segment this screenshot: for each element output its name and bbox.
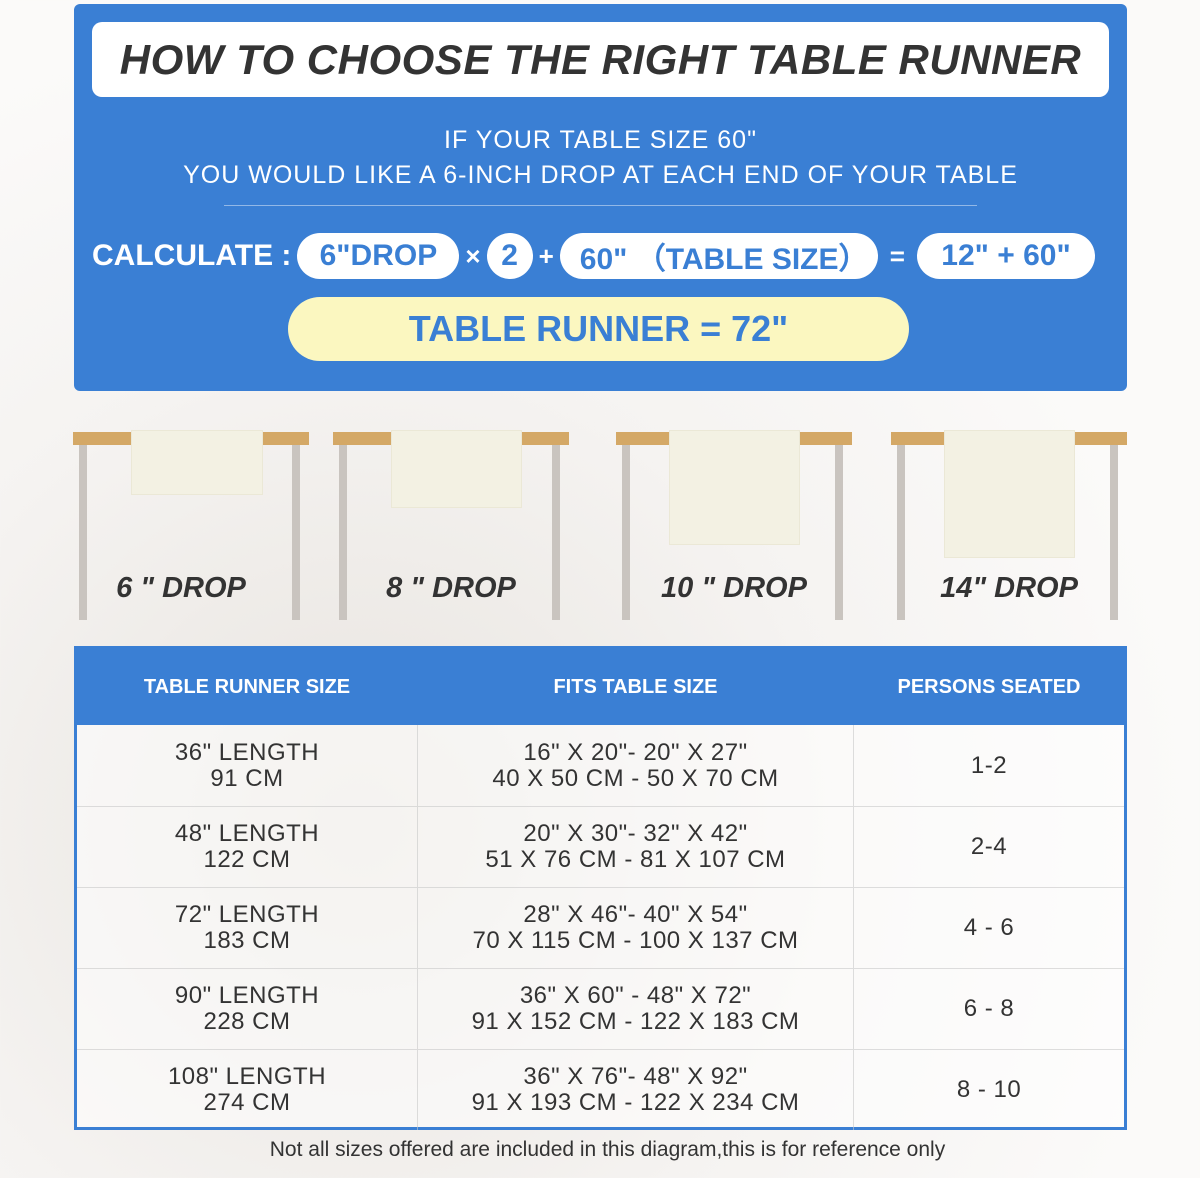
runner-size-cell-text: 122 CM — [203, 846, 291, 873]
fits-size-cell-text: 28" X 46"- 40" X 54" — [523, 901, 748, 928]
runner-icon — [391, 430, 522, 508]
table-leg — [622, 445, 630, 620]
persons-cell: 1-2 — [854, 725, 1124, 806]
divider — [224, 205, 977, 206]
table-body: 36" LENGTH 91 CM 16" X 20"- 20" X 27" 40 X … — [77, 725, 1124, 1130]
times-sign: × — [465, 240, 481, 271]
runner-size-cell: 90" LENGTH 228 CM — [77, 969, 417, 1049]
table-leg — [339, 445, 347, 620]
header-fits-table-size: FITS TABLE SIZE — [553, 675, 718, 698]
page-title: HOW TO CHOOSE THE RIGHT TABLE RUNNER — [92, 22, 1109, 97]
result-pill: TABLE RUNNER = 72" — [288, 297, 909, 361]
table-row: 36" LENGTH 91 CM 16" X 20"- 20" X 27" 40 X … — [77, 725, 1124, 806]
plus-sign: + — [538, 240, 554, 271]
fits-size-cell-text: 36" X 76"- 48" X 92" — [523, 1063, 748, 1090]
persons-cell: 6 - 8 — [854, 969, 1124, 1049]
drop-illustration: 14" DROP — [891, 430, 1127, 622]
runner-icon — [944, 430, 1075, 558]
fits-size-cell: 20" X 30"- 32" X 42" 51 X 76 CM - 81 X 10… — [417, 807, 854, 887]
table-row: 90" LENGTH 228 CM 36" X 60" - 48" X 72" 91 … — [77, 968, 1124, 1049]
persons-cell-text: 4 - 6 — [963, 914, 1015, 941]
runner-size-cell-text: 274 CM — [203, 1089, 291, 1116]
drop-label: 10 " DROP — [661, 572, 807, 604]
table-leg — [552, 445, 560, 620]
fits-size-cell-text: 91 X 193 CM - 122 X 234 CM — [471, 1089, 800, 1116]
fits-size-cell-text: 20" X 30"- 32" X 42" — [523, 820, 748, 847]
fits-size-cell-text: 70 X 115 CM - 100 X 137 CM — [472, 927, 799, 954]
drop-illustration: 10 " DROP — [616, 430, 852, 622]
drop-illustration: 8 " DROP — [333, 430, 569, 622]
table-leg — [1110, 445, 1118, 620]
drop-label: 14" DROP — [940, 572, 1078, 604]
runner-size-cell-text: 228 CM — [203, 1008, 291, 1035]
runner-size-cell-text: 72" LENGTH — [174, 901, 320, 928]
size-table: TABLE RUNNER SIZE FITS TABLE SIZE PERSON… — [74, 646, 1127, 1130]
persons-cell-text: 2-4 — [970, 833, 1008, 860]
intro-line-1: IF YOUR TABLE SIZE 60" — [444, 126, 757, 154]
calculation-panel: HOW TO CHOOSE THE RIGHT TABLE RUNNER IF … — [74, 4, 1127, 391]
runner-size-cell: 72" LENGTH 183 CM — [77, 888, 417, 968]
table-size-pill: 60" （TABLE SIZE） — [559, 233, 878, 279]
fits-size-cell-text: 16" X 20"- 20" X 27" — [523, 738, 748, 766]
table-row: 108" LENGTH 274 CM 36" X 76"- 48" X 92" 91 … — [77, 1049, 1124, 1130]
header-persons-seated: PERSONS SEATED — [897, 675, 1081, 698]
fits-size-cell: 16" X 20"- 20" X 27" 40 X 50 CM - 50 X 70… — [417, 725, 854, 806]
equals-sign: = — [889, 240, 905, 271]
persons-cell: 8 - 10 — [854, 1050, 1124, 1130]
fits-size-cell-text: 36" X 60" - 48" X 72" — [519, 982, 752, 1009]
table-row: 48" LENGTH 122 CM 20" X 30"- 32" X 42" 51 X… — [77, 806, 1124, 887]
fits-size-cell-text: 91 X 152 CM - 122 X 183 CM — [471, 1008, 800, 1035]
table-row: 72" LENGTH 183 CM 28" X 46"- 40" X 54" 70 X… — [77, 887, 1124, 968]
runner-size-cell-text: 36" LENGTH — [174, 738, 320, 766]
footnote: Not all sizes offered are included in th… — [269, 1138, 946, 1161]
persons-cell-text: 1-2 — [970, 751, 1008, 779]
drop-label: 8 " DROP — [386, 572, 516, 604]
calculate-label: CALCULATE : — [92, 239, 292, 272]
fits-size-cell-text: 40 X 50 CM - 50 X 70 CM — [492, 764, 779, 792]
runner-size-cell: 36" LENGTH 91 CM — [77, 725, 417, 806]
table-leg — [897, 445, 905, 620]
fits-size-cell-text: 51 X 76 CM - 81 X 107 CM — [485, 846, 786, 873]
table-leg — [835, 445, 843, 620]
runner-size-cell-text: 90" LENGTH — [174, 982, 320, 1009]
table-leg — [79, 445, 87, 620]
intro-line-2: YOU WOULD LIKE A 6-INCH DROP AT EACH END… — [183, 161, 1018, 189]
runner-size-cell-text: 91 CM — [210, 764, 284, 792]
multiplier-pill: 2 — [486, 233, 533, 279]
fits-size-cell: 28" X 46"- 40" X 54" 70 X 115 CM - 100 X … — [417, 888, 854, 968]
fits-size-cell: 36" X 60" - 48" X 72" 91 X 152 CM - 122 X… — [417, 969, 854, 1049]
persons-cell-text: 6 - 8 — [963, 995, 1015, 1022]
calculation-row: CALCULATE : 6"DROP × 2 + 60" （TABLE SIZE… — [92, 232, 1095, 280]
runner-size-cell: 48" LENGTH 122 CM — [77, 807, 417, 887]
sum-pill: 12" + 60" — [916, 233, 1095, 279]
runner-size-cell: 108" LENGTH 274 CM — [77, 1050, 417, 1130]
runner-size-cell-text: 183 CM — [203, 927, 291, 954]
table-header: TABLE RUNNER SIZE FITS TABLE SIZE PERSON… — [77, 649, 1124, 725]
persons-cell: 4 - 6 — [854, 888, 1124, 968]
runner-size-cell-text: 48" LENGTH — [174, 820, 320, 847]
runner-icon — [669, 430, 800, 545]
persons-cell: 2-4 — [854, 807, 1124, 887]
persons-cell-text: 8 - 10 — [956, 1076, 1022, 1103]
drop-illustration: 6 " DROP — [73, 430, 309, 622]
table-leg — [292, 445, 300, 620]
runner-size-cell-text: 108" LENGTH — [167, 1063, 327, 1090]
fits-size-cell: 36" X 76"- 48" X 92" 91 X 193 CM - 122 X … — [417, 1050, 854, 1130]
runner-icon — [131, 430, 263, 495]
header-runner-size: TABLE RUNNER SIZE — [143, 675, 351, 698]
drop-pill: 6"DROP — [297, 233, 460, 279]
drop-label: 6 " DROP — [116, 572, 246, 604]
